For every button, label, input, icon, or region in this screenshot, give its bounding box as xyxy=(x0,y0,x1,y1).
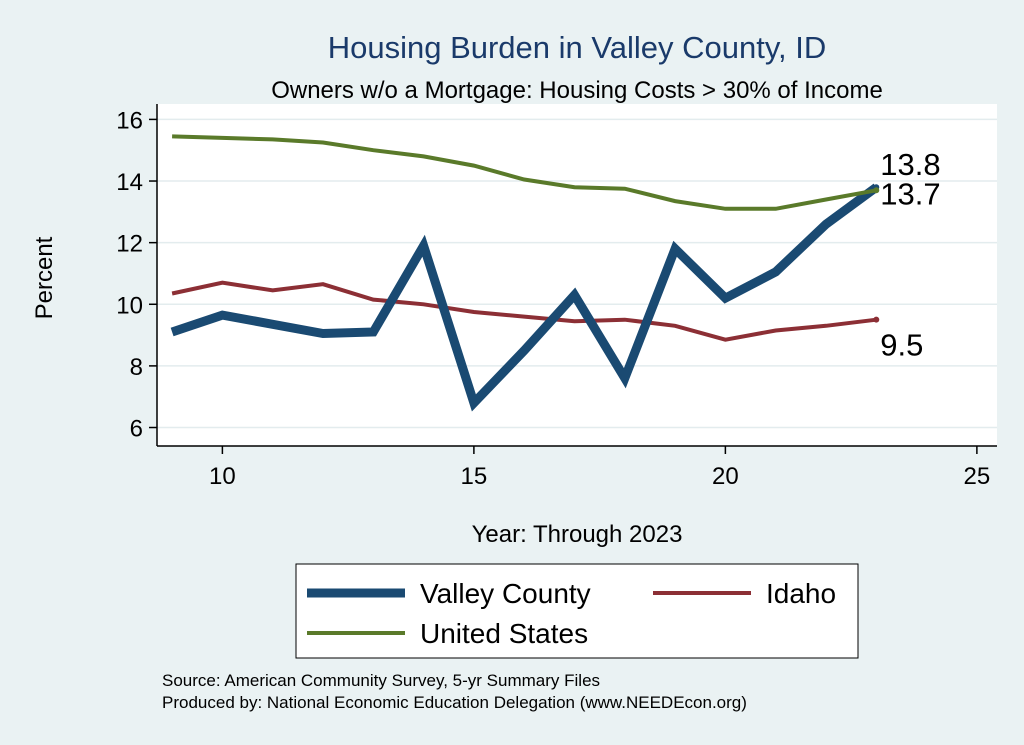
end-label-united-states: 13.7 xyxy=(880,176,940,211)
x-axis-label: Year: Through 2023 xyxy=(472,521,683,548)
y-tick-label: 12 xyxy=(116,231,143,258)
chart-subtitle: Owners w/o a Mortgage: Housing Costs > 3… xyxy=(271,77,883,104)
end-point-united-states xyxy=(873,187,880,194)
legend-box xyxy=(295,563,859,659)
end-label-valley-county: 13.8 xyxy=(880,147,940,182)
plot-area xyxy=(157,104,997,446)
source-note: Source: American Community Survey, 5-yr … xyxy=(162,671,600,690)
end-point-idaho xyxy=(873,316,880,323)
legend-label-idaho: Idaho xyxy=(766,578,836,609)
series-line-valley-county xyxy=(170,183,879,412)
end-labels: 13.8 9.5 13.7 xyxy=(880,147,940,362)
legend-label-valley-county: Valley County xyxy=(420,578,591,609)
y-tick-label: 8 xyxy=(130,354,143,381)
y-tick-label: 14 xyxy=(116,169,143,196)
producer-note: Produced by: National Economic Education… xyxy=(162,693,747,712)
y-tick-label: 10 xyxy=(116,292,143,319)
axes: 6 8 10 12 14 16 10 15 20 25 xyxy=(116,104,997,490)
series-line-united-states xyxy=(172,134,877,211)
chart-title: Housing Burden in Valley County, ID xyxy=(328,30,827,65)
y-tick-label: 16 xyxy=(116,107,143,134)
y-tick-label: 6 xyxy=(130,416,143,443)
y-axis-label: Percent xyxy=(31,236,58,319)
x-tick-label: 15 xyxy=(461,463,488,490)
legend-label-united-states: United States xyxy=(420,618,588,649)
end-label-idaho: 9.5 xyxy=(880,328,923,363)
series-group xyxy=(170,134,880,412)
legend: Valley County Idaho United States xyxy=(295,563,859,659)
series-line-idaho xyxy=(171,280,877,342)
x-tick-label: 25 xyxy=(964,463,991,490)
x-tick-label: 10 xyxy=(209,463,236,490)
x-tick-label: 20 xyxy=(712,463,739,490)
